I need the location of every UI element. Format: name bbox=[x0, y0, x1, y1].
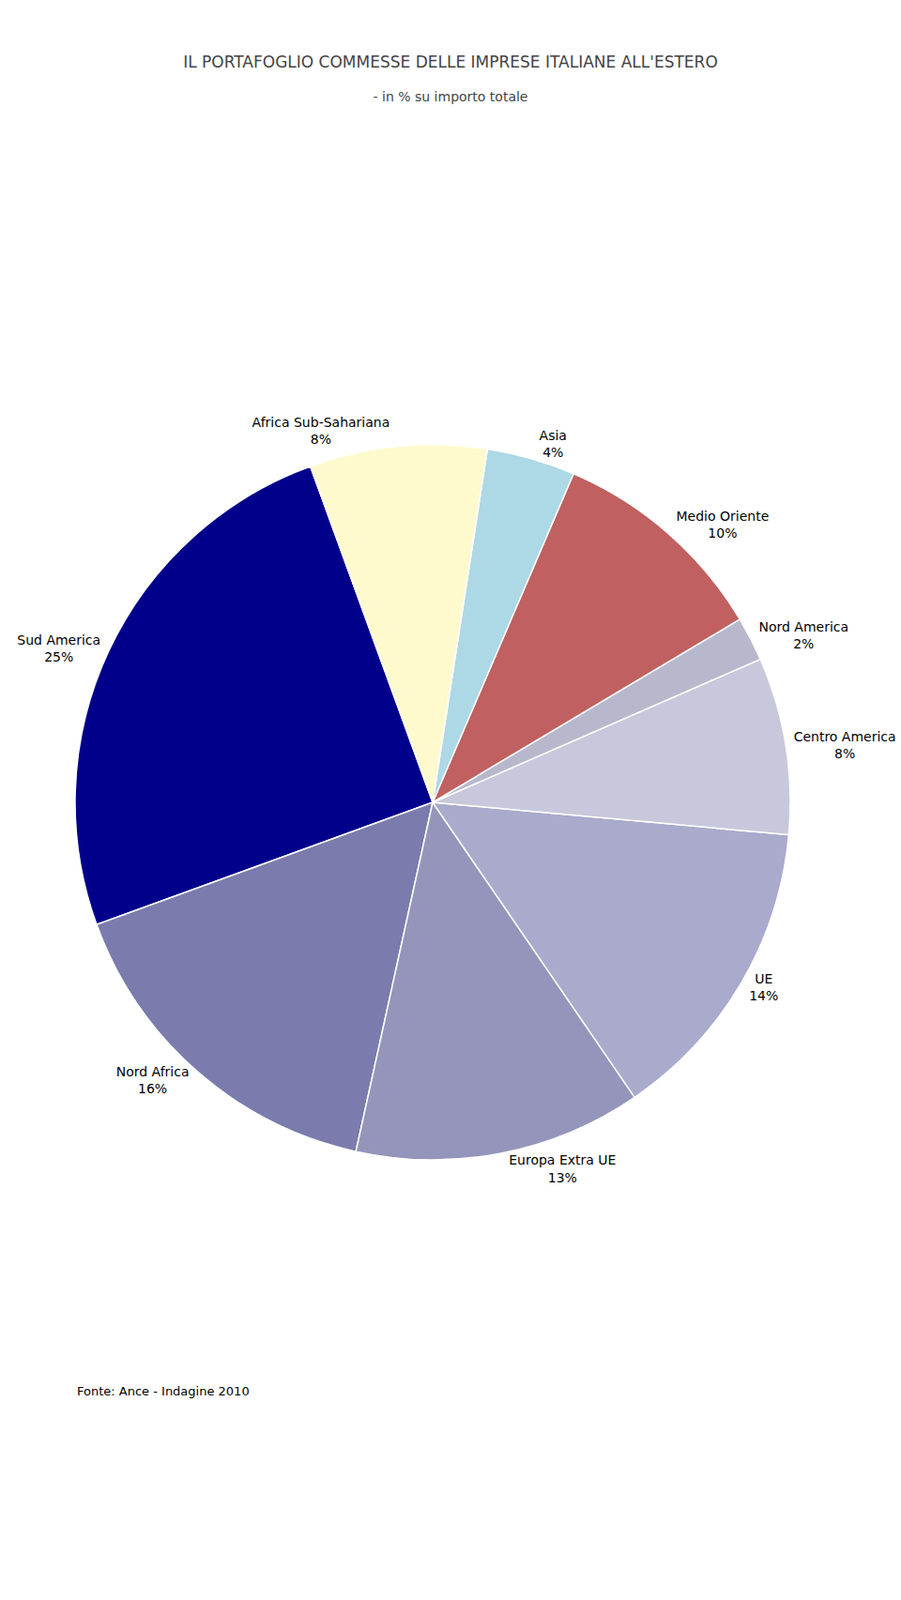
svg-text:Nord America2%: Nord America2% bbox=[758, 619, 849, 652]
svg-text:UE14%: UE14% bbox=[748, 971, 779, 1004]
svg-text:Fonte: Ance - Indagine 2010: Fonte: Ance - Indagine 2010 bbox=[76, 1384, 250, 1399]
svg-text:IL PORTAFOGLIO COMMESSE DELLE: IL PORTAFOGLIO COMMESSE DELLE IMPRESE IT… bbox=[183, 52, 718, 72]
svg-text:Asia4%: Asia4% bbox=[539, 427, 567, 460]
svg-text:Nord Africa16%: Nord Africa16% bbox=[116, 1064, 190, 1097]
svg-text:Sud America25%: Sud America25% bbox=[16, 632, 101, 665]
svg-text:Europa Extra UE13%: Europa Extra UE13% bbox=[508, 1152, 616, 1185]
svg-text:- in % su importo totale: - in % su importo totale bbox=[373, 89, 529, 105]
svg-text:Centro America8%: Centro America8% bbox=[794, 729, 897, 762]
svg-text:Medio Oriente10%: Medio Oriente10% bbox=[676, 508, 770, 541]
svg-text:Africa Sub-Sahariana8%: Africa Sub-Sahariana8% bbox=[252, 414, 391, 447]
